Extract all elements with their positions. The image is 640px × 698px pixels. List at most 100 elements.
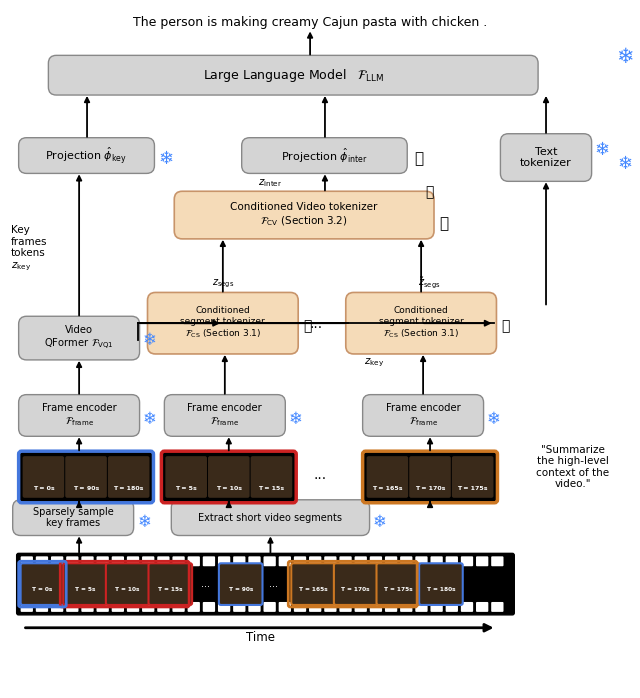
Text: ...: ... — [269, 579, 278, 589]
Text: ❄: ❄ — [143, 410, 156, 429]
FancyBboxPatch shape — [251, 456, 292, 498]
FancyBboxPatch shape — [19, 138, 154, 173]
FancyBboxPatch shape — [346, 292, 497, 354]
FancyBboxPatch shape — [233, 602, 246, 612]
FancyBboxPatch shape — [188, 602, 200, 612]
FancyBboxPatch shape — [264, 602, 276, 612]
FancyBboxPatch shape — [445, 602, 458, 612]
FancyBboxPatch shape — [157, 556, 170, 566]
FancyBboxPatch shape — [294, 556, 306, 566]
Text: $z_{\mathrm{segs}}$: $z_{\mathrm{segs}}$ — [212, 277, 234, 290]
FancyBboxPatch shape — [22, 456, 64, 498]
FancyBboxPatch shape — [248, 602, 260, 612]
FancyBboxPatch shape — [66, 602, 79, 612]
Text: Conditioned
segment tokenizer
$\mathcal{F}_{\mathrm{CS}}$ (Section 3.1): Conditioned segment tokenizer $\mathcal{… — [180, 306, 265, 340]
FancyBboxPatch shape — [445, 556, 458, 566]
Text: Sparsely sample
key frames: Sparsely sample key frames — [33, 507, 113, 528]
Text: T = 0s: T = 0s — [33, 487, 54, 491]
FancyBboxPatch shape — [248, 556, 260, 566]
FancyBboxPatch shape — [17, 554, 515, 615]
Text: T = 5s: T = 5s — [175, 487, 197, 491]
FancyBboxPatch shape — [431, 602, 443, 612]
FancyBboxPatch shape — [13, 500, 134, 535]
FancyBboxPatch shape — [161, 451, 296, 503]
FancyBboxPatch shape — [127, 602, 139, 612]
FancyBboxPatch shape — [309, 602, 321, 612]
Text: ❄: ❄ — [143, 331, 156, 349]
FancyBboxPatch shape — [476, 602, 488, 612]
Text: T = 0s: T = 0s — [32, 587, 52, 593]
FancyBboxPatch shape — [355, 556, 367, 566]
FancyBboxPatch shape — [264, 556, 276, 566]
FancyBboxPatch shape — [97, 556, 109, 566]
Text: T = 10s: T = 10s — [216, 487, 242, 491]
FancyBboxPatch shape — [157, 602, 170, 612]
Text: 🔥: 🔥 — [415, 151, 424, 166]
FancyBboxPatch shape — [452, 456, 493, 498]
FancyBboxPatch shape — [165, 456, 207, 498]
FancyBboxPatch shape — [218, 556, 230, 566]
FancyBboxPatch shape — [81, 602, 93, 612]
FancyBboxPatch shape — [208, 456, 250, 498]
FancyBboxPatch shape — [476, 556, 488, 566]
Text: T = 175s: T = 175s — [458, 487, 488, 491]
FancyBboxPatch shape — [355, 602, 367, 612]
FancyBboxPatch shape — [500, 134, 591, 181]
Text: Frame encoder
$\mathcal{F}_{\mathrm{frame}}$: Frame encoder $\mathcal{F}_{\mathrm{fram… — [42, 403, 116, 428]
FancyBboxPatch shape — [51, 602, 63, 612]
FancyBboxPatch shape — [415, 602, 428, 612]
FancyBboxPatch shape — [400, 556, 412, 566]
Text: $z_{\mathrm{inter}}$: $z_{\mathrm{inter}}$ — [258, 177, 283, 189]
FancyBboxPatch shape — [242, 138, 407, 173]
Text: T = 175s: T = 175s — [384, 587, 413, 593]
Text: T = 5s: T = 5s — [75, 587, 95, 593]
Text: Extract short video segments: Extract short video segments — [198, 512, 342, 523]
FancyBboxPatch shape — [233, 556, 246, 566]
Text: Conditioned Video tokenizer
$\mathcal{F}_{\mathrm{CV}}$ (Section 3.2): Conditioned Video tokenizer $\mathcal{F}… — [230, 202, 378, 228]
FancyBboxPatch shape — [174, 191, 434, 239]
Text: ❄: ❄ — [594, 140, 609, 158]
Text: $z_{\mathrm{key}}$: $z_{\mathrm{key}}$ — [364, 357, 385, 369]
Text: 🔥: 🔥 — [303, 319, 311, 333]
FancyBboxPatch shape — [19, 316, 140, 360]
Text: Frame encoder
$\mathcal{F}_{\mathrm{frame}}$: Frame encoder $\mathcal{F}_{\mathrm{fram… — [386, 403, 460, 428]
FancyBboxPatch shape — [278, 602, 291, 612]
FancyBboxPatch shape — [81, 556, 93, 566]
Text: Projection $\hat{\phi}_{\mathrm{inter}}$: Projection $\hat{\phi}_{\mathrm{inter}}$ — [281, 147, 367, 165]
FancyBboxPatch shape — [400, 602, 412, 612]
FancyBboxPatch shape — [36, 556, 48, 566]
Text: Text
tokenizer: Text tokenizer — [520, 147, 572, 168]
Text: T = 15s: T = 15s — [259, 487, 285, 491]
Text: "Summarize
the high-level
context of the
video.": "Summarize the high-level context of the… — [536, 445, 609, 489]
FancyBboxPatch shape — [20, 556, 33, 566]
Text: ❄: ❄ — [159, 149, 174, 168]
FancyBboxPatch shape — [203, 602, 215, 612]
FancyBboxPatch shape — [19, 394, 140, 436]
Text: 🔥: 🔥 — [439, 216, 449, 232]
FancyBboxPatch shape — [66, 556, 79, 566]
FancyBboxPatch shape — [172, 602, 185, 612]
FancyBboxPatch shape — [19, 451, 154, 503]
FancyBboxPatch shape — [218, 602, 230, 612]
FancyBboxPatch shape — [385, 602, 397, 612]
FancyBboxPatch shape — [309, 556, 321, 566]
FancyBboxPatch shape — [324, 556, 337, 566]
FancyBboxPatch shape — [370, 602, 382, 612]
Text: T = 170s: T = 170s — [341, 587, 370, 593]
FancyBboxPatch shape — [324, 602, 337, 612]
FancyBboxPatch shape — [431, 556, 443, 566]
Text: ...: ... — [314, 468, 326, 482]
Text: T = 180s: T = 180s — [113, 487, 144, 491]
FancyBboxPatch shape — [97, 602, 109, 612]
FancyBboxPatch shape — [172, 500, 369, 535]
FancyBboxPatch shape — [294, 602, 306, 612]
Text: Time: Time — [246, 631, 275, 644]
Text: ...: ... — [310, 317, 323, 331]
FancyBboxPatch shape — [334, 563, 378, 605]
FancyBboxPatch shape — [164, 394, 285, 436]
Text: Projection $\hat{\phi}_{\mathrm{key}}$: Projection $\hat{\phi}_{\mathrm{key}}$ — [45, 145, 127, 166]
FancyBboxPatch shape — [203, 556, 215, 566]
FancyBboxPatch shape — [36, 602, 48, 612]
Text: Conditioned
segment tokenizer
$\mathcal{F}_{\mathrm{CS}}$ (Section 3.1): Conditioned segment tokenizer $\mathcal{… — [379, 306, 463, 340]
FancyBboxPatch shape — [63, 563, 107, 605]
